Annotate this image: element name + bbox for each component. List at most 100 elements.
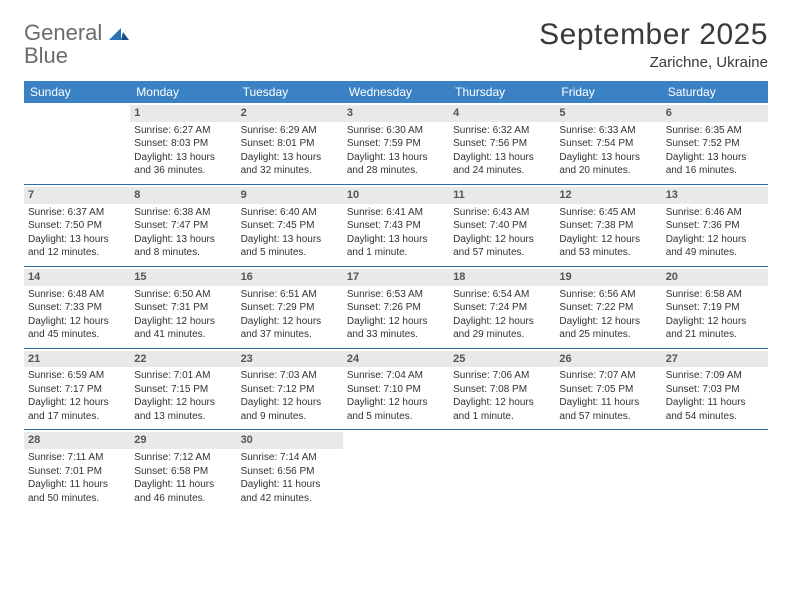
sunrise-line: Sunrise: 6:40 AM	[241, 206, 339, 220]
sunset-line: Sunset: 8:03 PM	[134, 137, 232, 151]
day-number: 16	[237, 269, 343, 286]
sunset-line: Sunset: 7:31 PM	[134, 301, 232, 315]
sunrise-line: Sunrise: 6:58 AM	[666, 288, 764, 302]
daylight-line: Daylight: 11 hours and 42 minutes.	[241, 478, 339, 505]
day-cell: 12Sunrise: 6:45 AMSunset: 7:38 PMDayligh…	[555, 185, 661, 266]
day-number: 3	[343, 105, 449, 122]
sunset-line: Sunset: 7:40 PM	[453, 219, 551, 233]
day-number: 14	[24, 269, 130, 286]
sunset-line: Sunset: 7:10 PM	[347, 383, 445, 397]
sunset-line: Sunset: 7:17 PM	[28, 383, 126, 397]
day-number: 24	[343, 351, 449, 368]
day-number: 13	[662, 187, 768, 204]
daylight-line: Daylight: 13 hours and 1 minute.	[347, 233, 445, 260]
month-title: September 2025	[539, 18, 768, 52]
day-cell: 19Sunrise: 6:56 AMSunset: 7:22 PMDayligh…	[555, 267, 661, 348]
sunrise-line: Sunrise: 6:33 AM	[559, 124, 657, 138]
calendar-page: General Blue September 2025 Zarichne, Uk…	[0, 0, 792, 529]
location-label: Zarichne, Ukraine	[539, 54, 768, 71]
week-row: 7Sunrise: 6:37 AMSunset: 7:50 PMDaylight…	[24, 185, 768, 267]
logo-mark-icon	[109, 26, 129, 45]
day-cell: 23Sunrise: 7:03 AMSunset: 7:12 PMDayligh…	[237, 349, 343, 430]
sunrise-line: Sunrise: 7:14 AM	[241, 451, 339, 465]
sunset-line: Sunset: 7:03 PM	[666, 383, 764, 397]
day-cell: 29Sunrise: 7:12 AMSunset: 6:58 PMDayligh…	[130, 430, 236, 511]
calendar-grid: SundayMondayTuesdayWednesdayThursdayFrid…	[24, 81, 768, 511]
sunrise-line: Sunrise: 6:45 AM	[559, 206, 657, 220]
logo-word-2: Blue	[24, 43, 68, 68]
sunrise-line: Sunrise: 6:38 AM	[134, 206, 232, 220]
day-cell: 8Sunrise: 6:38 AMSunset: 7:47 PMDaylight…	[130, 185, 236, 266]
daylight-line: Daylight: 12 hours and 21 minutes.	[666, 315, 764, 342]
daylight-line: Daylight: 13 hours and 20 minutes.	[559, 151, 657, 178]
day-cell: 25Sunrise: 7:06 AMSunset: 7:08 PMDayligh…	[449, 349, 555, 430]
week-row: 1Sunrise: 6:27 AMSunset: 8:03 PMDaylight…	[24, 103, 768, 185]
day-number: 6	[662, 105, 768, 122]
day-header-cell: Saturday	[662, 81, 768, 103]
sunrise-line: Sunrise: 6:48 AM	[28, 288, 126, 302]
sunset-line: Sunset: 7:50 PM	[28, 219, 126, 233]
sunrise-line: Sunrise: 6:54 AM	[453, 288, 551, 302]
day-cell: 18Sunrise: 6:54 AMSunset: 7:24 PMDayligh…	[449, 267, 555, 348]
day-cell: 9Sunrise: 6:40 AMSunset: 7:45 PMDaylight…	[237, 185, 343, 266]
weeks-container: 1Sunrise: 6:27 AMSunset: 8:03 PMDaylight…	[24, 103, 768, 511]
daylight-line: Daylight: 12 hours and 29 minutes.	[453, 315, 551, 342]
sunrise-line: Sunrise: 6:41 AM	[347, 206, 445, 220]
day-number: 4	[449, 105, 555, 122]
daylight-line: Daylight: 13 hours and 16 minutes.	[666, 151, 764, 178]
sunset-line: Sunset: 7:29 PM	[241, 301, 339, 315]
daylight-line: Daylight: 13 hours and 8 minutes.	[134, 233, 232, 260]
day-header-cell: Sunday	[24, 81, 130, 103]
empty-cell	[343, 430, 449, 511]
empty-cell	[662, 430, 768, 511]
sunset-line: Sunset: 7:47 PM	[134, 219, 232, 233]
sunset-line: Sunset: 7:43 PM	[347, 219, 445, 233]
day-cell: 15 Sunrise: 6:50 AMSunset: 7:31 PMDayligh…	[130, 267, 236, 348]
daylight-line: Daylight: 12 hours and 41 minutes.	[134, 315, 232, 342]
daylight-line: Daylight: 12 hours and 57 minutes.	[453, 233, 551, 260]
sunrise-line: Sunrise: 7:07 AM	[559, 369, 657, 383]
empty-cell	[24, 103, 130, 184]
sunrise-line: Sunrise: 6:53 AM	[347, 288, 445, 302]
daylight-line: Daylight: 11 hours and 46 minutes.	[134, 478, 232, 505]
day-cell: 3Sunrise: 6:30 AMSunset: 7:59 PMDaylight…	[343, 103, 449, 184]
day-number: 17	[343, 269, 449, 286]
sunset-line: Sunset: 7:38 PM	[559, 219, 657, 233]
sunrise-line: Sunrise: 7:01 AM	[134, 369, 232, 383]
day-number: 15	[130, 269, 236, 286]
day-number: 29	[130, 432, 236, 449]
day-header-cell: Tuesday	[237, 81, 343, 103]
sunset-line: Sunset: 8:01 PM	[241, 137, 339, 151]
sunset-line: Sunset: 7:15 PM	[134, 383, 232, 397]
empty-cell	[449, 430, 555, 511]
day-cell: 10 Sunrise: 6:41 AMSunset: 7:43 PMDayligh…	[343, 185, 449, 266]
daylight-line: Daylight: 12 hours and 1 minute.	[453, 396, 551, 423]
sunset-line: Sunset: 7:45 PM	[241, 219, 339, 233]
sunrise-line: Sunrise: 6:30 AM	[347, 124, 445, 138]
day-cell: 2Sunrise: 6:29 AMSunset: 8:01 PMDaylight…	[237, 103, 343, 184]
day-number: 19	[555, 269, 661, 286]
sunset-line: Sunset: 7:24 PM	[453, 301, 551, 315]
sunset-line: Sunset: 7:26 PM	[347, 301, 445, 315]
day-cell: 11Sunrise: 6:43 AMSunset: 7:40 PMDayligh…	[449, 185, 555, 266]
sunrise-line: Sunrise: 6:37 AM	[28, 206, 126, 220]
sunset-line: Sunset: 7:12 PM	[241, 383, 339, 397]
sunrise-line: Sunrise: 6:59 AM	[28, 369, 126, 383]
sunset-line: Sunset: 7:05 PM	[559, 383, 657, 397]
day-cell: 5Sunrise: 6:33 AMSunset: 7:54 PMDaylight…	[555, 103, 661, 184]
daylight-line: Daylight: 13 hours and 28 minutes.	[347, 151, 445, 178]
page-header: General Blue September 2025 Zarichne, Uk…	[24, 18, 768, 71]
daylight-line: Daylight: 13 hours and 24 minutes.	[453, 151, 551, 178]
sunset-line: Sunset: 7:01 PM	[28, 465, 126, 479]
daylight-line: Daylight: 13 hours and 5 minutes.	[241, 233, 339, 260]
day-cell: 16Sunrise: 6:51 AMSunset: 7:29 PMDayligh…	[237, 267, 343, 348]
day-cell: 1Sunrise: 6:27 AMSunset: 8:03 PMDaylight…	[130, 103, 236, 184]
sunrise-line: Sunrise: 6:51 AM	[241, 288, 339, 302]
day-number: 22	[130, 351, 236, 368]
week-row: 14Sunrise: 6:48 AMSunset: 7:33 PMDayligh…	[24, 267, 768, 349]
day-number: 10	[343, 187, 449, 204]
day-cell: 27Sunrise: 7:09 AMSunset: 7:03 PMDayligh…	[662, 349, 768, 430]
daylight-line: Daylight: 12 hours and 33 minutes.	[347, 315, 445, 342]
sunrise-line: Sunrise: 6:50 AM	[134, 288, 232, 302]
sunset-line: Sunset: 7:22 PM	[559, 301, 657, 315]
